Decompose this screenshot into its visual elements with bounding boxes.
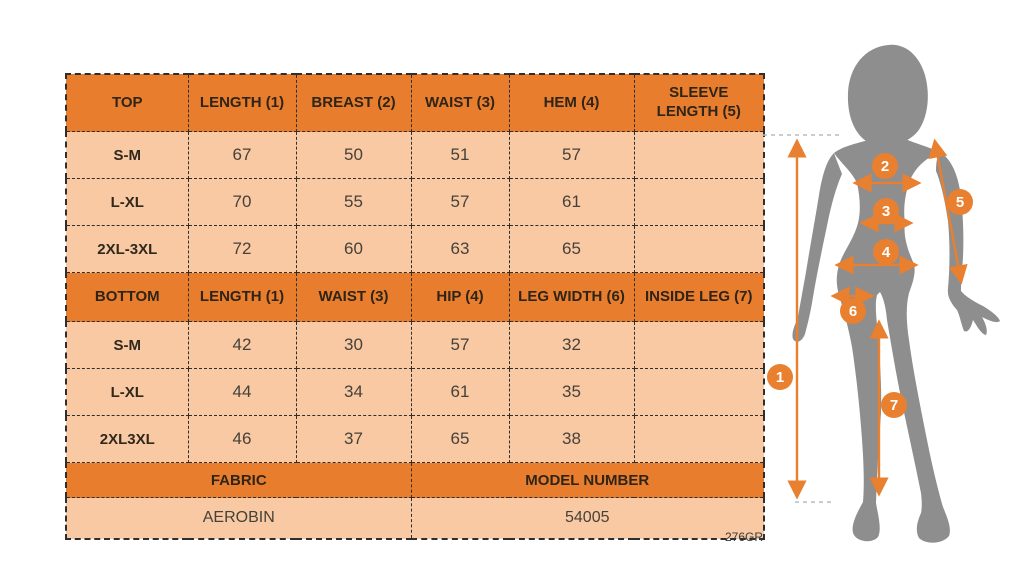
cell-value: 61: [508, 178, 635, 226]
marker-badge-2: 2: [872, 153, 898, 179]
model-number-value: 54005: [410, 497, 765, 540]
sleeve-length-arrow: [928, 138, 968, 285]
row-size-label: 2XL-3XL: [65, 225, 189, 273]
badge-number: 4: [882, 244, 891, 261]
weight-note: 276GR: [724, 530, 763, 544]
cell-value-empty: [633, 368, 765, 416]
cell-value: 67: [187, 131, 297, 179]
cell-value-empty: [633, 321, 765, 369]
cell-value: 30: [295, 321, 412, 369]
header-waist: WAIST (3): [410, 73, 510, 132]
header-model-number: MODEL NUMBER: [410, 462, 765, 498]
cell-value: 35: [508, 368, 635, 416]
cell-value-empty: [633, 131, 765, 179]
cell-value: 55: [295, 178, 412, 226]
cell-value: 57: [410, 321, 510, 369]
bottom-row-lxl: L-XL 44 34 61 35: [65, 368, 765, 416]
cell-value: 63: [410, 225, 510, 273]
marker-badge-4: 4: [873, 239, 899, 265]
cell-value-empty: [633, 225, 765, 273]
marker-badge-7: 7: [881, 392, 907, 418]
cell-value: 37: [295, 415, 412, 463]
badge-circle: [872, 153, 898, 179]
marker-badge-5: 5: [947, 189, 973, 215]
badge-circle: [947, 189, 973, 215]
cell-value: 72: [187, 225, 297, 273]
row-size-label: L-XL: [65, 178, 189, 226]
fabric-model-value-row: AEROBIN 54005: [65, 497, 765, 540]
cell-value: 32: [508, 321, 635, 369]
bottom-section-header-row: BOTTOM LENGTH (1) WAIST (3) HIP (4) LEG …: [65, 272, 765, 322]
badge-circle: [767, 364, 793, 390]
header-bottom: BOTTOM: [65, 272, 189, 322]
cell-value-empty: [633, 178, 765, 226]
badge-circle: [873, 198, 899, 224]
top-row-sm: S-M 67 50 51 57: [65, 131, 765, 179]
badge-circle: [873, 239, 899, 265]
header-top: TOP: [65, 73, 189, 132]
row-size-label: S-M: [65, 321, 189, 369]
row-size-label: 2XL3XL: [65, 415, 189, 463]
cell-value: 38: [508, 415, 635, 463]
cell-value: 51: [410, 131, 510, 179]
marker-badge-1: 1: [767, 364, 793, 390]
row-size-label: S-M: [65, 131, 189, 179]
cell-value: 60: [295, 225, 412, 273]
header-leg-width: LEG WIDTH (6): [508, 272, 635, 322]
fabric-value: AEROBIN: [65, 497, 412, 540]
badge-number: 5: [956, 194, 964, 211]
cell-value: 50: [295, 131, 412, 179]
header-hip: HIP (4): [410, 272, 510, 322]
marker-badge-6: 6: [840, 298, 866, 324]
marker-badge-3: 3: [873, 198, 899, 224]
header-hem: HEM (4): [508, 73, 635, 132]
cell-value-empty: [633, 415, 765, 463]
cell-value: 42: [187, 321, 297, 369]
body-silhouette-shape: [792, 44, 1000, 543]
fabric-model-header-row: FABRIC MODEL NUMBER: [65, 462, 765, 498]
female-silhouette-diagram: 1 2 3 4 5 6 7: [763, 44, 1000, 543]
header-inside-leg: INSIDE LEG (7): [633, 272, 765, 322]
badge-number: 3: [882, 203, 890, 220]
header-fabric: FABRIC: [65, 462, 412, 498]
cell-value: 46: [187, 415, 297, 463]
cell-value: 70: [187, 178, 297, 226]
cell-value: 57: [508, 131, 635, 179]
bottom-row-2xl3xl: 2XL3XL 46 37 65 38: [65, 415, 765, 463]
header-length: LENGTH (1): [187, 73, 297, 132]
size-chart-table: TOP LENGTH (1) BREAST (2) WAIST (3) HEM …: [65, 73, 765, 540]
top-row-2xl3xl: 2XL-3XL 72 60 63 65: [65, 225, 765, 273]
badge-circle: [881, 392, 907, 418]
top-section-header-row: TOP LENGTH (1) BREAST (2) WAIST (3) HEM …: [65, 73, 765, 132]
header-breast: BREAST (2): [295, 73, 412, 132]
cell-value: 34: [295, 368, 412, 416]
cell-value: 57: [410, 178, 510, 226]
badge-number: 7: [890, 397, 898, 414]
cell-value: 61: [410, 368, 510, 416]
row-size-label: L-XL: [65, 368, 189, 416]
badge-number: 6: [849, 303, 857, 320]
bottom-row-sm: S-M 42 30 57 32: [65, 321, 765, 369]
badge-number: 1: [776, 369, 784, 386]
badge-number: 2: [881, 158, 889, 175]
badge-circle: [840, 298, 866, 324]
header-waist: WAIST (3): [295, 272, 412, 322]
header-sleeve-length: SLEEVE LENGTH (5): [633, 73, 765, 132]
header-length: LENGTH (1): [187, 272, 297, 322]
cell-value: 65: [508, 225, 635, 273]
measurement-figure: 1 2 3 4 5 6 7: [755, 25, 1017, 570]
top-row-lxl: L-XL 70 55 57 61: [65, 178, 765, 226]
cell-value: 65: [410, 415, 510, 463]
cell-value: 44: [187, 368, 297, 416]
